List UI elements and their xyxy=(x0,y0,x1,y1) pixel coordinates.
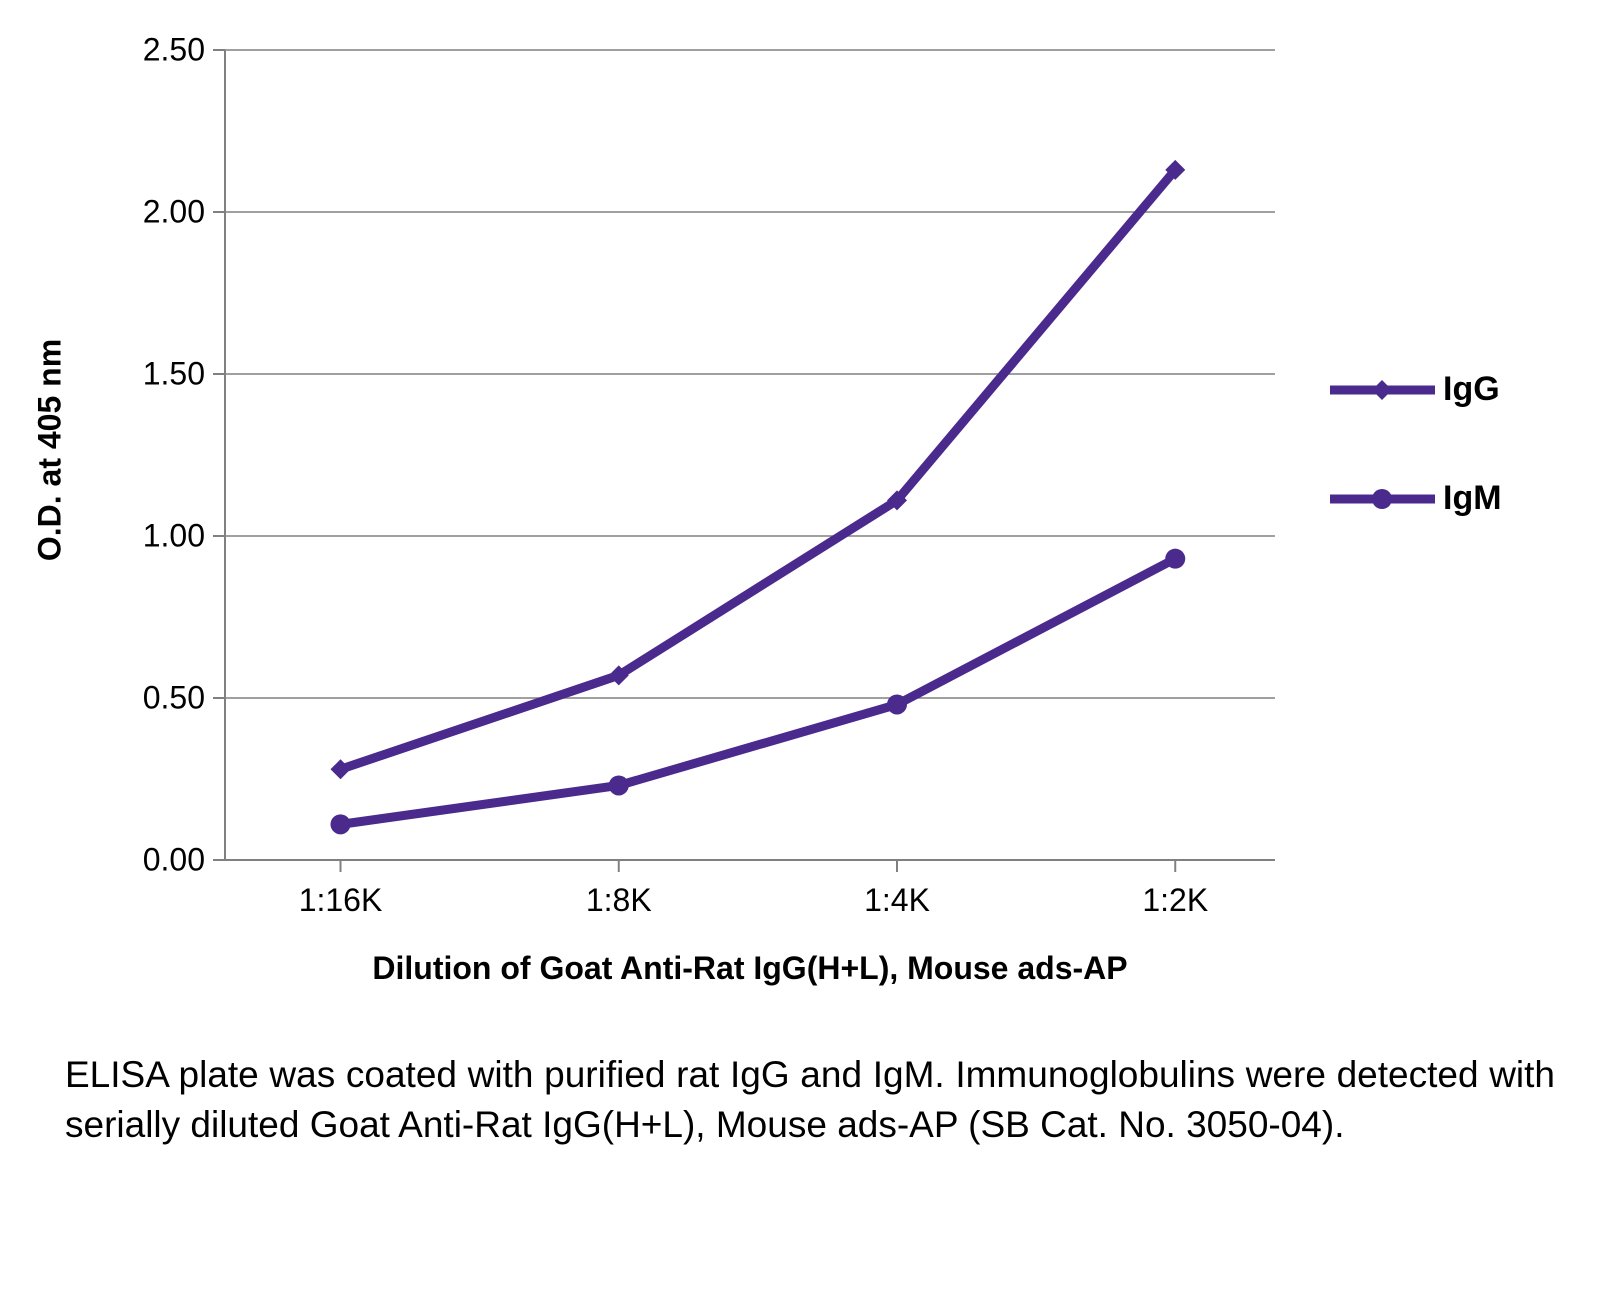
y-tick-label: 2.50 xyxy=(130,32,205,69)
plot-svg xyxy=(225,50,1275,860)
x-tick-label: 1:16K xyxy=(299,882,383,919)
x-tick-label: 1:8K xyxy=(586,882,652,919)
y-axis-label: O.D. at 405 nm xyxy=(32,339,69,561)
y-tick-label: 1.50 xyxy=(130,356,205,393)
chart-container: O.D. at 405 nm Dilution of Goat Anti-Rat… xyxy=(60,30,1560,1010)
legend-marker-igm xyxy=(1330,484,1435,514)
x-axis-label: Dilution of Goat Anti-Rat IgG(H+L), Mous… xyxy=(225,950,1275,987)
legend-item-igm: IgM xyxy=(1330,479,1502,518)
legend-label-igm: IgM xyxy=(1443,479,1502,518)
legend-label-igg: IgG xyxy=(1443,370,1500,409)
legend-item-igg: IgG xyxy=(1330,370,1502,409)
y-tick-label: 0.50 xyxy=(130,680,205,717)
legend-marker-igg xyxy=(1330,375,1435,405)
x-tick-label: 1:4K xyxy=(864,882,930,919)
y-tick-label: 1.00 xyxy=(130,518,205,555)
y-tick-label: 2.00 xyxy=(130,194,205,231)
caption-text: ELISA plate was coated with purified rat… xyxy=(65,1050,1555,1150)
plot-area xyxy=(225,50,1275,860)
y-tick-label: 0.00 xyxy=(130,842,205,879)
x-tick-label: 1:2K xyxy=(1142,882,1208,919)
legend: IgG IgM xyxy=(1330,370,1502,588)
